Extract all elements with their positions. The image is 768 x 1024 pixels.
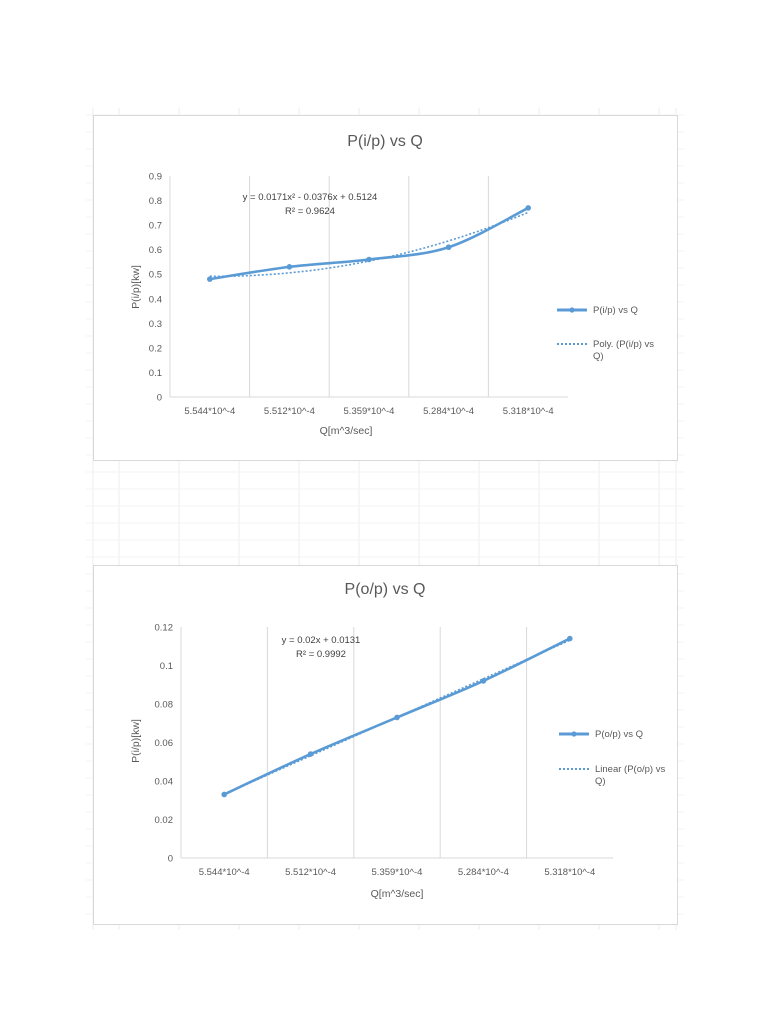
chart-title: P(i/p) vs Q	[347, 133, 423, 150]
legend-series-marker	[569, 307, 575, 313]
y-tick-label: 0.8	[149, 196, 162, 207]
y-tick-label: 0	[168, 854, 173, 865]
plot-area: 0 0.1 0.2 0.3 0.4 0.5 0.6 0.7 0.8 0.9 5.544*10^-4 5…	[149, 172, 568, 417]
y-tick-label: 0.6	[149, 245, 162, 256]
y-tick-label: 0.2	[149, 343, 162, 354]
legend-trendline-label: Linear (P(o/p) vs Q)	[595, 764, 668, 787]
plot-area: 0 0.02 0.04 0.06 0.08 0.1 0.12 5.544*10^-4 5.512…	[155, 623, 613, 878]
x-tick-label: 5.359*10^-4	[344, 406, 395, 417]
x-tick-label: 5.544*10^-4	[199, 867, 250, 878]
data-point[interactable]	[394, 714, 400, 721]
y-axis-title: P(i/p)[kw]	[130, 265, 142, 309]
legend: P(i/p) vs Q Poly. (P(i/p) vs Q)	[557, 305, 657, 362]
y-tick-label: 0.06	[155, 738, 174, 749]
y-tick-label: 0.5	[149, 270, 162, 281]
y-tick-label: 0.1	[160, 661, 173, 672]
legend-trendline-label-line1: Linear (P(o/p) vs	[595, 764, 665, 775]
y-tick-label: 0.3	[149, 319, 162, 330]
chart-pip-canvas: P(i/p) vs Q 0 0.1 0.2 0.3 0.4 0.5 0.6 0.7 0.8 0.9…	[130, 133, 657, 437]
x-tick-label: 5.512*10^-4	[285, 867, 336, 878]
x-axis-title: Q[m^3/sec]	[320, 425, 373, 437]
data-point[interactable]	[221, 791, 227, 798]
legend: P(o/p) vs Q Linear (P(o/p) vs Q)	[559, 729, 668, 787]
x-tick-label: 5.284*10^-4	[423, 406, 474, 417]
trendline	[209, 211, 529, 278]
x-tick-label: 5.318*10^-4	[544, 867, 595, 878]
trendline-equation: y = 0.0171x² - 0.0376x + 0.5124	[243, 192, 378, 203]
trendline-r-squared: R² = 0.9992	[296, 649, 346, 660]
series-line	[209, 206, 529, 281]
legend-series-marker	[571, 731, 577, 737]
data-point[interactable]	[366, 256, 372, 263]
y-tick-label: 0.04	[155, 777, 174, 788]
y-tick-label: 0.1	[149, 368, 162, 379]
trendline-r-squared: R² = 0.9624	[285, 206, 335, 217]
chart-title: P(o/p) vs Q	[345, 581, 426, 598]
legend-trendline-label: Poly. (P(i/p) vs Q)	[593, 339, 657, 362]
data-point[interactable]	[286, 264, 293, 270]
y-tick-label: 0.9	[149, 172, 162, 183]
legend-trendline-label-line2: Q)	[593, 351, 604, 362]
chart-pop-vs-q[interactable]: P(o/p) vs Q 0 0.02 0.04 0.06 0.08 0.1 0.12 5.54…	[93, 565, 678, 925]
x-axis-title: Q[m^3/sec]	[371, 888, 424, 900]
legend-trendline-label-line2: Q)	[595, 776, 606, 787]
data-point[interactable]	[567, 635, 573, 642]
data-point[interactable]	[525, 205, 531, 211]
chart-pip-vs-q[interactable]: P(i/p) vs Q 0 0.1 0.2 0.3 0.4 0.5 0.6 0.7 0.8 0.9…	[93, 115, 678, 461]
y-tick-label: 0.12	[155, 623, 174, 634]
data-point[interactable]	[307, 751, 314, 757]
y-tick-label: 0	[157, 393, 162, 404]
data-point[interactable]	[480, 678, 487, 684]
legend-series-label: P(o/p) vs Q	[595, 729, 643, 740]
legend-trendline-label-line1: Poly. (P(i/p) vs	[593, 339, 654, 350]
x-tick-label: 5.318*10^-4	[503, 406, 554, 417]
chart-pop-canvas: P(o/p) vs Q 0 0.02 0.04 0.06 0.08 0.1 0.12 5.54…	[130, 581, 668, 900]
x-tick-label: 5.512*10^-4	[264, 406, 315, 417]
y-tick-label: 0.7	[149, 221, 162, 232]
y-tick-label: 0.08	[155, 700, 174, 711]
trendline-equation: y = 0.02x + 0.0131	[282, 635, 361, 646]
x-tick-label: 5.284*10^-4	[458, 867, 509, 878]
y-tick-label: 0.4	[149, 294, 162, 305]
y-tick-label: 0.02	[155, 815, 174, 826]
legend-series-label: P(i/p) vs Q	[593, 305, 638, 316]
data-point[interactable]	[207, 276, 213, 282]
data-point[interactable]	[445, 244, 452, 251]
x-tick-label: 5.359*10^-4	[372, 867, 423, 878]
x-tick-label: 5.544*10^-4	[184, 406, 235, 417]
y-axis-title: P(i/p)[kw]	[130, 719, 142, 763]
